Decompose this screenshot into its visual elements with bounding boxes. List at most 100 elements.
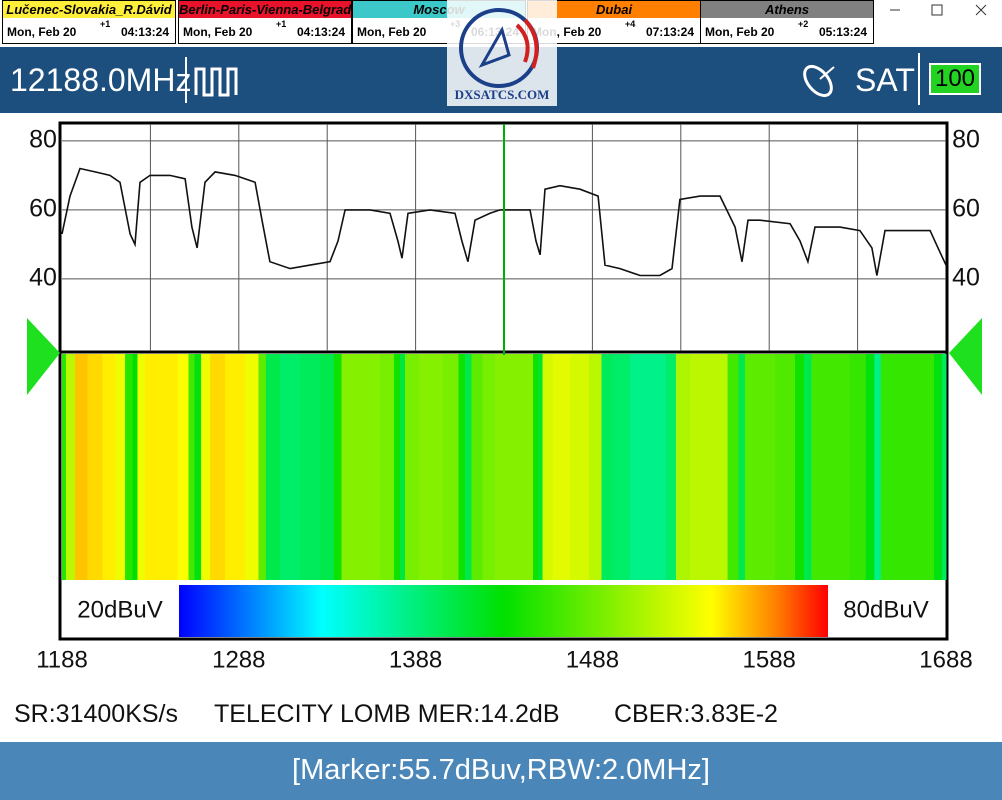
x-tick-label: 1188 (36, 646, 88, 673)
waterfall-stripe (612, 354, 631, 580)
waterfall-stripe (494, 354, 506, 580)
waterfall-stripe (341, 354, 359, 580)
waterfall-stripe (320, 354, 335, 580)
y-tick-label: 80 (29, 125, 57, 153)
waterfall-stripe (934, 354, 943, 580)
signal-icon (185, 57, 238, 103)
clock-bar: Lučenec-Slovakia_R.Dávid Mon, Feb 20 +1 04:… (0, 0, 1002, 46)
x-tick-label: 1688 (919, 646, 972, 673)
waterfall-stripe (145, 354, 161, 580)
waterfall-stripe (827, 354, 851, 580)
waterfall-stripe (65, 354, 76, 580)
waterfall-stripe (471, 354, 484, 580)
waterfall-stripe (188, 354, 196, 580)
maximize[interactable] (931, 4, 943, 16)
waterfall-stripe (689, 354, 711, 580)
clock-date: Mon, Feb 20 (705, 25, 775, 39)
waterfall-stripe (404, 354, 420, 580)
spectrum-line (61, 167, 947, 277)
waterfall-stripe (393, 354, 401, 580)
marker-bar: [Marker:55.7dBuv,RBW:2.0MHz] (0, 742, 1002, 800)
clock-offset: +4 (625, 19, 636, 29)
clock-date: Mon, Feb 20 (357, 25, 427, 39)
waterfall-stripe (753, 354, 776, 580)
waterfall-stripe (177, 354, 190, 580)
waterfall-stripe (542, 354, 554, 580)
x-tick-label: 1288 (212, 646, 265, 673)
clock-offset: +1 (100, 19, 111, 29)
waterfall-stripe (649, 354, 667, 580)
y-tick-label: 40 (29, 264, 57, 292)
battery: 100 (929, 63, 981, 95)
clock-date: Mon, Feb 20 (7, 25, 77, 39)
waterfall-stripe (201, 354, 211, 580)
waterfall-stripe (775, 354, 796, 580)
x-tick-label: 1488 (566, 646, 619, 673)
colorbar-max: 80dBuV (843, 596, 928, 623)
waterfall-stripe (137, 354, 146, 580)
waterfall-stripe (258, 354, 267, 580)
clock-city: Athens (701, 1, 873, 18)
waterfall-stripe (132, 354, 138, 580)
clock-time: 05:13:24 (818, 25, 867, 39)
waterfall-stripe (160, 354, 179, 580)
clock: Lučenec-Slovakia_R.Dávid Mon, Feb 20 +1 04:… (2, 0, 176, 44)
close[interactable] (975, 4, 987, 16)
waterfall-stripe (532, 354, 539, 580)
frequency: 12188.0MHz (10, 62, 192, 98)
clock: Berlin-Paris-Vienna-Belgrade Mon, Feb 20 +… (178, 0, 352, 44)
waterfall-stripe (727, 354, 740, 580)
waterfall-stripe (418, 354, 443, 580)
waterfall-stripe (464, 354, 472, 580)
clock-time: 07:13:24 (645, 25, 694, 39)
clock-offset: +2 (798, 19, 809, 29)
waterfall-stripe (379, 354, 395, 580)
clock-date: Mon, Feb 20 (183, 25, 253, 39)
cber: CBER:3.83E-2 (614, 700, 778, 728)
waterfall-stripe (504, 354, 521, 580)
clock-offset: +1 (276, 19, 287, 29)
clock-city: Berlin-Paris-Vienna-Belgrade (179, 1, 351, 18)
waterfall-stripe (892, 354, 916, 580)
waterfall-stripe (601, 354, 613, 580)
waterfall-stripe (210, 354, 226, 580)
waterfall-stripe (482, 354, 496, 580)
waterfall-stripe (795, 354, 805, 580)
y-tick-label: 60 (29, 195, 57, 223)
logo: DXSATCS.COM (447, 0, 557, 106)
waterfall-stripe (225, 354, 246, 580)
waterfall-stripe (194, 354, 202, 580)
waterfall-stripe (880, 354, 894, 580)
waterfall-stripe (74, 354, 89, 580)
clock-time: 04:13:24 (120, 25, 169, 39)
waterfall-stripe (942, 354, 947, 580)
waterfall-stripe (245, 354, 260, 580)
waterfall-stripe (334, 354, 343, 580)
dish-icon (803, 64, 835, 98)
waterfall-stripe (665, 354, 677, 580)
waterfall-stripe (458, 354, 466, 580)
clock: Athens Mon, Feb 20 +2 05:13:24 (700, 0, 874, 44)
x-tick-label: 1588 (743, 646, 796, 673)
window-controls (890, 4, 987, 16)
logo-text: DXSATCS.COM (455, 87, 550, 102)
waterfall-stripe (114, 354, 126, 580)
waterfall-stripe (87, 354, 103, 580)
mer: TELECITY LOMB MER:14.2dB (214, 700, 560, 728)
waterfall-stripe (675, 354, 691, 580)
colorbar (179, 585, 828, 637)
waterfall-stripe (442, 354, 459, 580)
waterfall-stripe (865, 354, 875, 580)
waterfall-stripe (738, 354, 746, 580)
spectrum-chart: 20dBuV 80dBuV 40 40 60 60 80 80 1188 1288 1388 14… (27, 121, 982, 673)
waterfall-stripe (915, 354, 935, 580)
waterfall-stripe (710, 354, 729, 580)
clock-time: 04:13:24 (296, 25, 345, 39)
left-arrow (27, 318, 60, 395)
clock-city: Lučenec-Slovakia_R.Dávid (3, 1, 175, 18)
waterfall-stripe (357, 354, 381, 580)
waterfall-stripe (552, 354, 571, 580)
mode: SAT (855, 62, 915, 98)
waterfall-stripe (520, 354, 534, 580)
y-tick-label: 60 (952, 195, 980, 223)
